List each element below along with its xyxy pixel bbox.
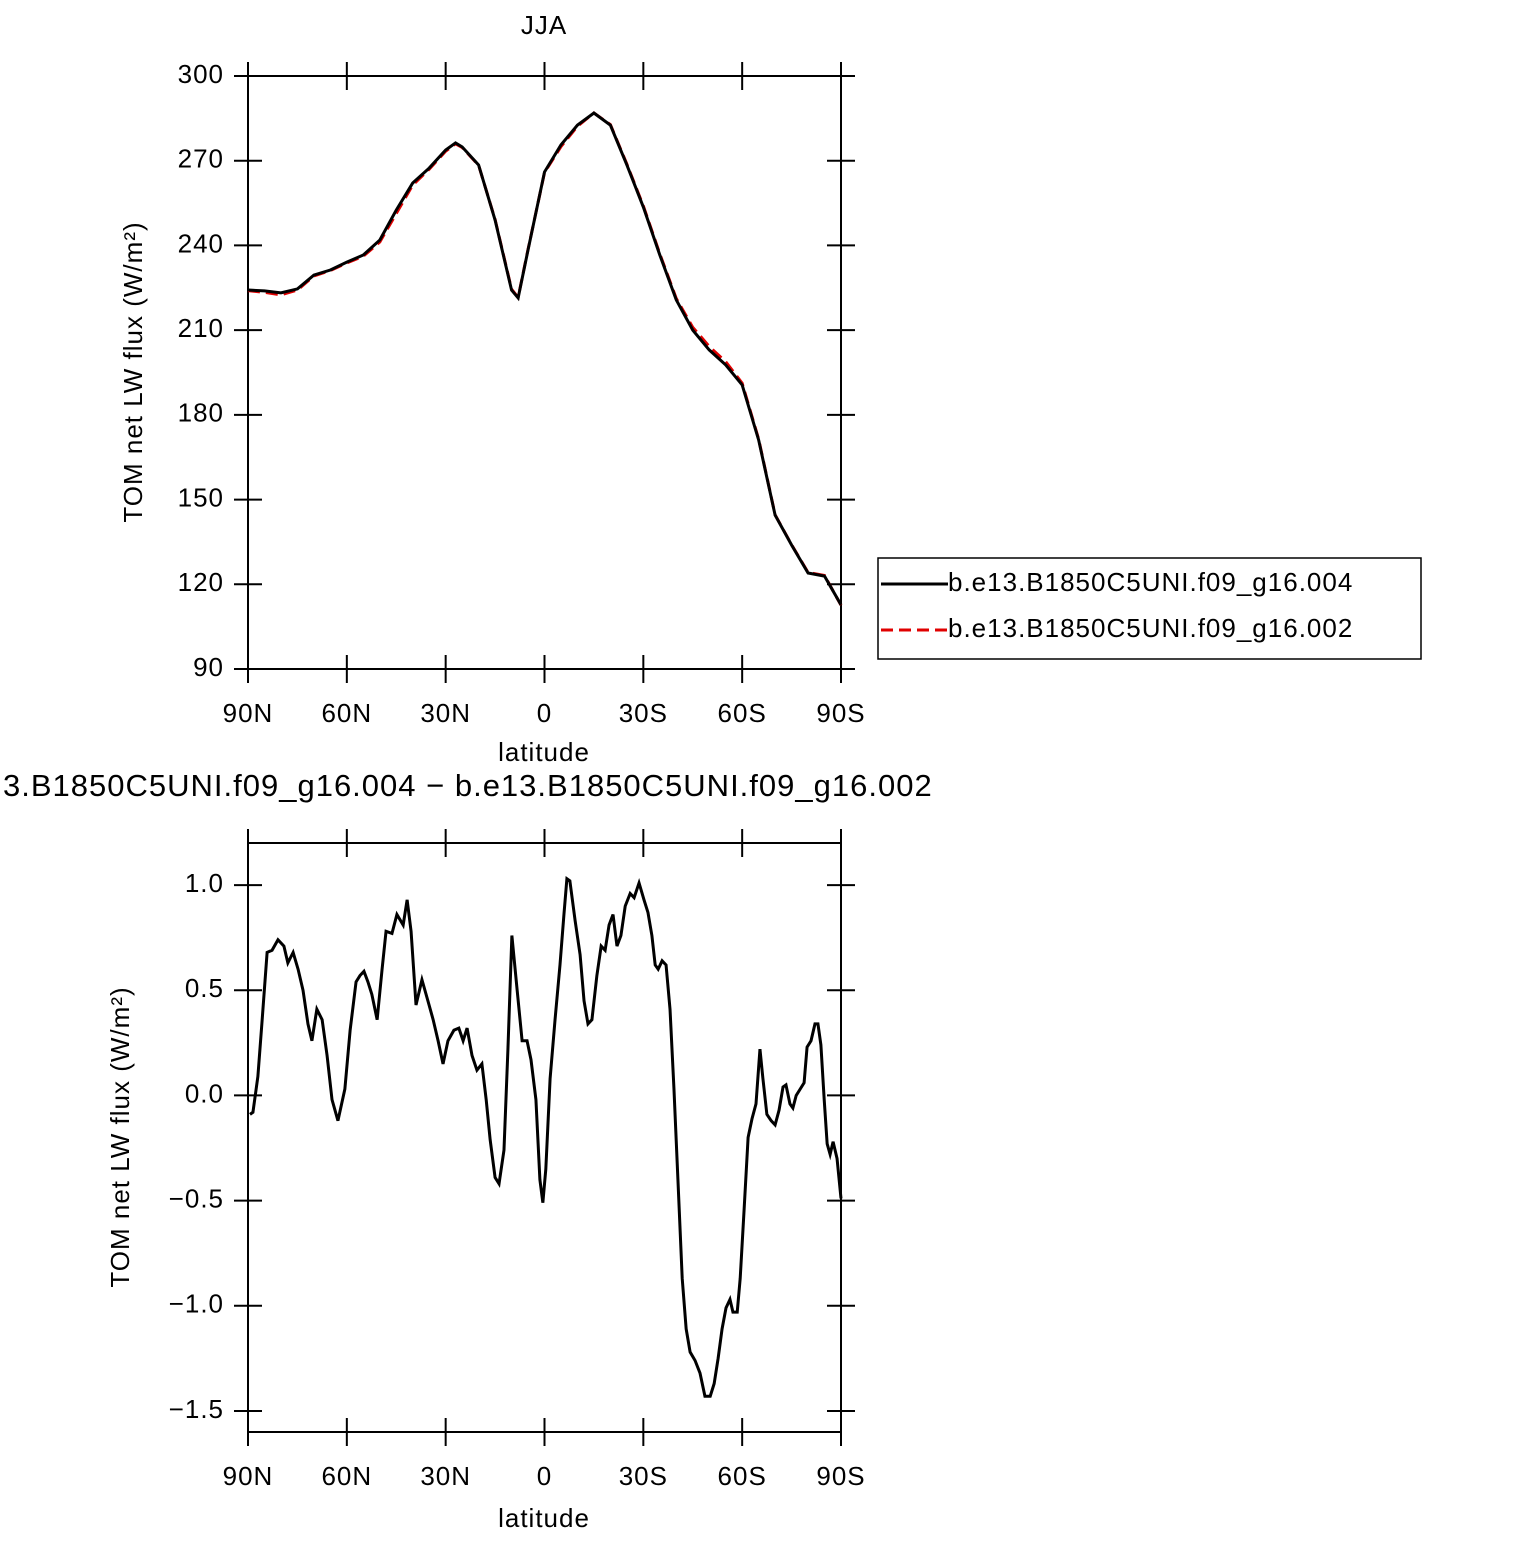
y-tick-label: 120 (178, 567, 224, 597)
y-tick-label: 150 (178, 482, 224, 512)
y-tick-label: 0.5 (185, 973, 224, 1003)
chart-title: JJA (521, 10, 567, 40)
x-tick-label: 30S (619, 698, 668, 728)
x-tick-label: 60N (321, 1461, 372, 1491)
x-tick-label: 90S (816, 1461, 865, 1491)
data-line (247, 111, 843, 606)
x-tick-label: 0 (537, 1461, 552, 1491)
y-tick-label: 90 (193, 652, 224, 682)
chart-title: 3.B1850C5UNI.f09_g16.004 − b.e13.B1850C5… (3, 768, 933, 803)
y-tick-label: −0.5 (169, 1183, 224, 1213)
x-tick-label: 60N (321, 698, 372, 728)
x-axis-label: latitude (498, 1503, 590, 1533)
x-tick-label: 60S (718, 1461, 767, 1491)
plot-frame (247, 842, 842, 1433)
x-tick-label: 60S (718, 698, 767, 728)
x-tick-label: 30N (420, 698, 471, 728)
y-tick-label: 210 (178, 313, 224, 343)
y-axis-label: TOM net LW flux (W/m²) (118, 221, 148, 522)
x-tick-label: 30S (619, 1461, 668, 1491)
legend-label: b.e13.B1850C5UNI.f09_g16.002 (948, 613, 1353, 643)
x-tick-label: 0 (537, 698, 552, 728)
y-tick-label: 300 (178, 59, 224, 89)
data-line (249, 876, 843, 1398)
x-tick-label: 90S (816, 698, 865, 728)
y-tick-label: −1.0 (169, 1289, 224, 1319)
y-tick-label: 1.0 (185, 868, 224, 898)
x-tick-label: 90N (223, 1461, 274, 1491)
y-tick-label: −1.5 (169, 1394, 224, 1424)
y-tick-label: 0.0 (185, 1078, 224, 1108)
x-axis-label: latitude (498, 737, 590, 767)
plot-frame (247, 75, 842, 670)
data-line (247, 111, 843, 606)
x-tick-label: 30N (420, 1461, 471, 1491)
y-tick-label: 240 (178, 228, 224, 258)
legend-box (877, 557, 1422, 660)
y-tick-label: 270 (178, 144, 224, 174)
y-axis-label: TOM net LW flux (W/m²) (105, 986, 135, 1287)
x-tick-label: 90N (223, 698, 274, 728)
legend-label: b.e13.B1850C5UNI.f09_g16.004 (948, 567, 1353, 597)
y-tick-label: 180 (178, 398, 224, 428)
